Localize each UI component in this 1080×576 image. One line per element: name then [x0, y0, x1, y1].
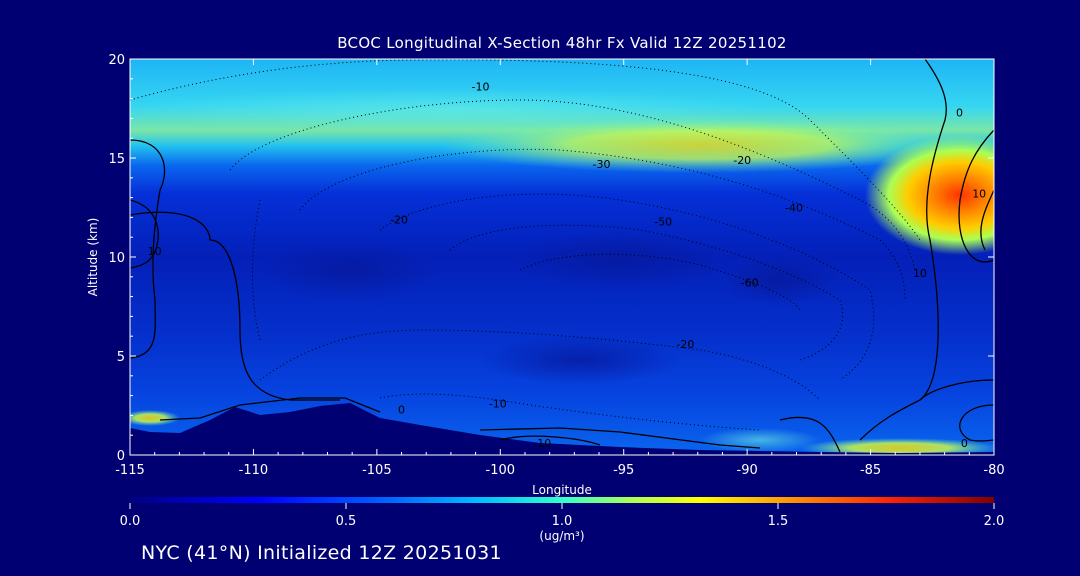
- terrain-mask: [130, 403, 994, 455]
- x-tick-label: -115: [115, 463, 145, 478]
- contour-solid-terrain: [159, 397, 381, 421]
- initialization-caption: NYC (41°N) Initialized 12Z 20251031: [141, 542, 502, 564]
- contour-solid-surface-3: [779, 416, 841, 453]
- contour-solid-right-3: [980, 189, 994, 251]
- y-axis-label: Altitude (km): [86, 218, 100, 297]
- contour-label: -20: [676, 338, 694, 351]
- y-tick-label: 5: [117, 350, 125, 365]
- contour-label-group: -10 -30 -20 -40 -50 -20 -60 -20 -10 -10 0 0 10 10 0 10: [148, 81, 987, 450]
- contour-lines: [130, 59, 994, 453]
- heatmap-field: [130, 59, 994, 455]
- heatmap-left-surface: [130, 410, 180, 426]
- contour-label: -40: [785, 202, 803, 215]
- contour-label: -10: [489, 398, 507, 411]
- colorbar-units: (ug/m³): [539, 529, 584, 543]
- x-tick-label: -100: [486, 463, 516, 478]
- contour-label: 10: [913, 267, 927, 280]
- contour-label: -10: [533, 437, 551, 450]
- contour-dotted-3: [299, 148, 906, 301]
- contour-label: 0: [956, 106, 963, 119]
- contour-label: -20: [390, 213, 408, 226]
- contour-label: 10: [148, 245, 162, 258]
- y-tick-label: 10: [108, 251, 125, 266]
- contour-dotted-2: [229, 99, 916, 271]
- heatmap-dark-core-2: [510, 230, 730, 290]
- heatmap-upper-warm-band: [440, 117, 960, 173]
- contour-dotted-7: [259, 329, 821, 401]
- y-tick-label: 15: [108, 152, 125, 167]
- heatmap-surface-band: [800, 438, 994, 455]
- contour-solid-right-1: [859, 59, 947, 441]
- heatmap-dark-core-4: [480, 335, 680, 385]
- contour-label: -20: [733, 154, 751, 167]
- x-tick-label: -110: [239, 463, 269, 478]
- colorbar: [130, 497, 994, 503]
- contour-solid-surface-1: [479, 427, 761, 449]
- x-tick-label: -90: [737, 463, 758, 478]
- contour-dotted-1: [130, 59, 921, 241]
- contour-label: -10: [472, 81, 490, 94]
- contour-solid-right-4: [919, 379, 994, 401]
- colorbar-tick-label: 0.0: [120, 514, 141, 529]
- colorbar-tick-label: 0.5: [336, 514, 357, 529]
- contour-solid-surface-2: [499, 435, 601, 446]
- contour-solid-right-2: [958, 129, 994, 263]
- heatmap-hot-spot: [865, 135, 994, 255]
- heatmap-dark-core-3: [720, 255, 840, 305]
- heatmap-upper-cyan-band: [130, 88, 770, 132]
- contour-label: -30: [593, 158, 611, 171]
- heatmap-surface-cyan: [700, 428, 820, 452]
- chart-title: BCOC Longitudinal X-Section 48hr Fx Vali…: [337, 34, 787, 52]
- contour-label: -60: [741, 277, 759, 290]
- contour-dotted-9: [252, 199, 261, 341]
- contour-label: 0: [398, 403, 405, 416]
- x-tick-label: -105: [362, 463, 392, 478]
- colorbar-tick-label: 1.0: [552, 514, 573, 529]
- contour-label: -50: [654, 215, 672, 228]
- x-tick-label: -95: [613, 463, 634, 478]
- contour-label: 10: [972, 188, 986, 201]
- y-axis: 0 5 10 15 20: [108, 53, 994, 464]
- x-tick-label: -85: [860, 463, 881, 478]
- colorbar-tick-label: 2.0: [984, 514, 1005, 529]
- contour-solid-left-2: [130, 199, 159, 269]
- colorbar-ticks: 0.0 0.5 1.0 1.5 2.0: [120, 503, 1005, 529]
- colorbar-tick-label: 1.5: [768, 514, 789, 529]
- heatmap-dark-core-1: [260, 240, 440, 300]
- contour-label: 0: [961, 437, 968, 450]
- y-tick-label: 0: [117, 449, 125, 464]
- x-axis-label: Longitude: [532, 483, 592, 497]
- x-axis: -115 -110 -105 -100 -95 -90 -85 -80: [115, 59, 1005, 478]
- contour-solid-right-5: [959, 404, 994, 442]
- contour-solid-left-3: [130, 211, 340, 401]
- x-tick-label: -80: [983, 463, 1004, 478]
- contour-solid-left-1: [130, 139, 166, 359]
- y-tick-label: 20: [108, 53, 125, 68]
